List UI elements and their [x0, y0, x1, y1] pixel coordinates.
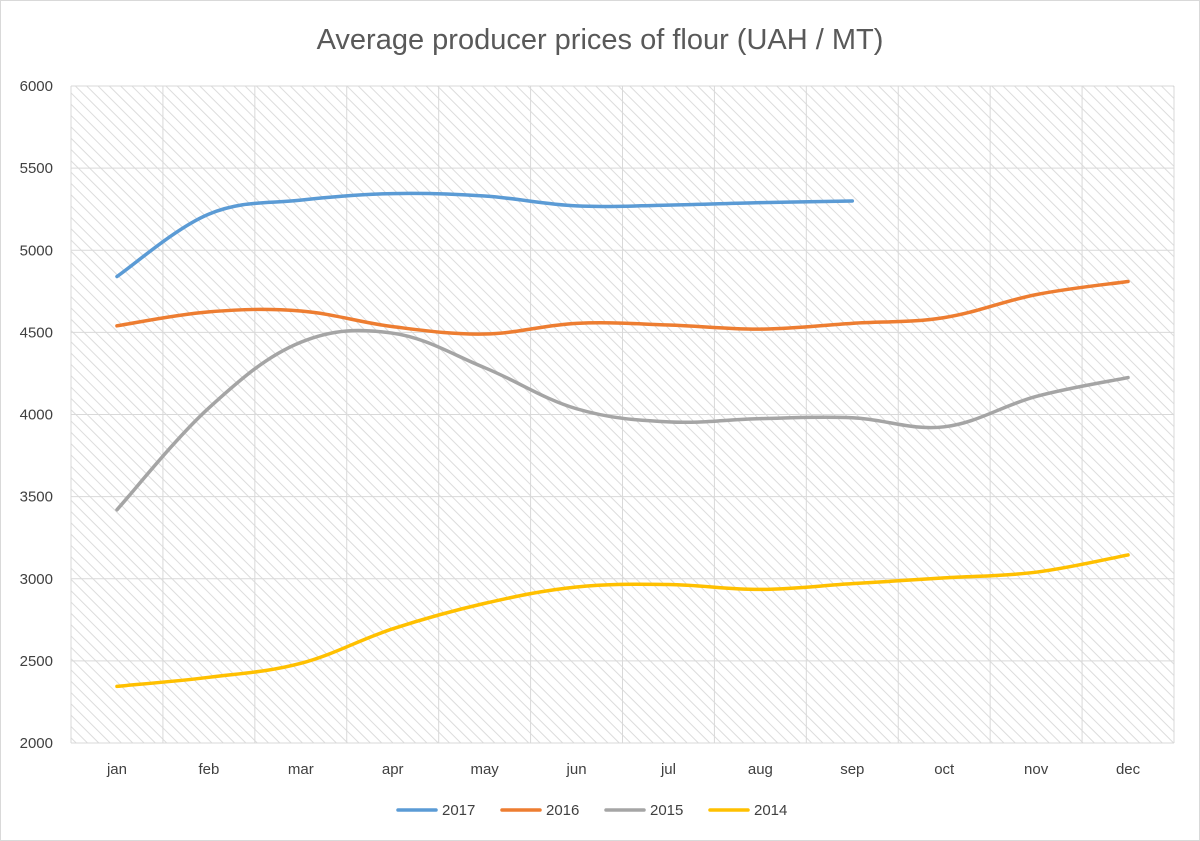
x-tick-label: may — [470, 761, 499, 778]
chart-title: Average producer prices of flour (UAH / … — [317, 24, 884, 56]
y-tick-label: 4500 — [20, 324, 53, 341]
series-line-2015 — [115, 328, 1130, 512]
series-line-2017 — [115, 191, 855, 279]
x-tick-label: jul — [660, 761, 676, 778]
series-line-2016 — [115, 279, 1130, 336]
y-tick-label: 3000 — [20, 571, 53, 588]
y-tick-label: 5500 — [20, 160, 53, 177]
x-axis-ticks: jan feb mar apr may jun jul aug sep oct nov dec — [106, 761, 1141, 778]
legend: 2017 2016 2015 2014 — [396, 802, 787, 819]
x-tick-label: jan — [106, 761, 127, 778]
y-tick-label: 2500 — [20, 653, 53, 670]
legend-label: 2015 — [650, 802, 683, 819]
y-tick-label: 4000 — [20, 407, 53, 424]
legend-label: 2017 — [442, 802, 475, 819]
gridlines — [70, 85, 1175, 744]
legend-label: 2016 — [546, 802, 579, 819]
y-tick-label: 3500 — [20, 489, 53, 506]
legend-label: 2014 — [754, 802, 787, 819]
x-tick-label: oct — [934, 761, 955, 778]
x-tick-label: dec — [1116, 761, 1141, 778]
x-tick-label: mar — [288, 761, 314, 778]
y-tick-label: 5000 — [20, 242, 53, 259]
series-lines — [115, 191, 1130, 689]
y-axis-ticks: 2000 2500 3000 3500 4000 4500 5000 5500 6000 — [20, 78, 53, 752]
x-tick-label: feb — [198, 761, 219, 778]
y-tick-label: 2000 — [20, 735, 53, 752]
series-line-2014 — [115, 553, 1130, 689]
x-tick-label: aug — [748, 761, 773, 778]
x-tick-label: nov — [1024, 761, 1049, 778]
x-tick-label: sep — [840, 761, 864, 778]
x-tick-label: apr — [382, 761, 404, 778]
x-tick-label: jun — [566, 761, 587, 778]
y-tick-label: 6000 — [20, 78, 53, 95]
